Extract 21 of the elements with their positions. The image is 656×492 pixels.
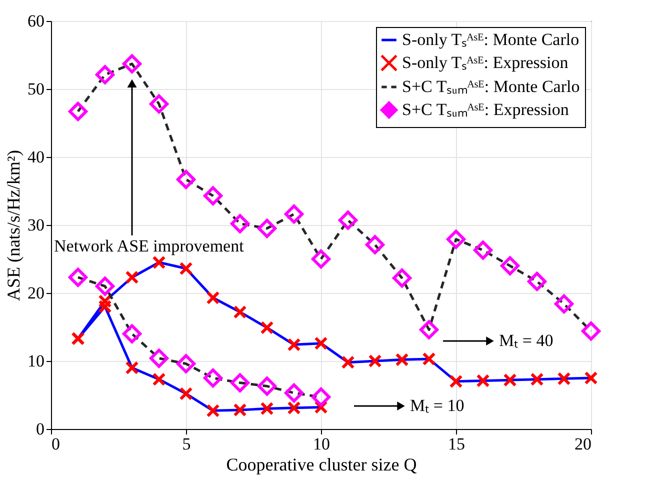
legend-label: S-only Tₛᴬˢᴱ: Expression: [402, 53, 569, 72]
y-tick-label: 60: [28, 12, 44, 30]
y-tick-label: 0: [36, 420, 44, 438]
y-tick-label: 40: [28, 148, 44, 166]
annotation: Mₜ = 10: [410, 396, 464, 415]
x-tick-label: 10: [313, 434, 330, 454]
y-tick-label: 30: [28, 216, 44, 234]
annotation: Mₜ = 40: [499, 331, 554, 350]
legend-label: S-only Tₛᴬˢᴱ: Monte Carlo: [402, 30, 580, 49]
y-tick-label: 10: [28, 352, 44, 370]
x-tick-label: 5: [182, 434, 191, 454]
y-tick-label: 20: [28, 284, 44, 302]
legend-label: S+C Tₛᵤₘᴬˢᴱ: Expression: [402, 100, 570, 119]
x-tick-label: 0: [52, 434, 60, 454]
annotation: Network ASE improvement: [54, 236, 244, 256]
y-tick-label: 50: [28, 80, 44, 98]
y-axis-title: ASE (nats/s/Hz/km²): [4, 150, 24, 301]
x-tick-label: 20: [574, 434, 592, 454]
x-tick-label: 15: [448, 434, 465, 454]
x-axis-title: Cooperative cluster size Q: [226, 454, 417, 474]
legend-label: S+C Tₛᵤₘᴬˢᴱ: Monte Carlo: [402, 77, 580, 96]
